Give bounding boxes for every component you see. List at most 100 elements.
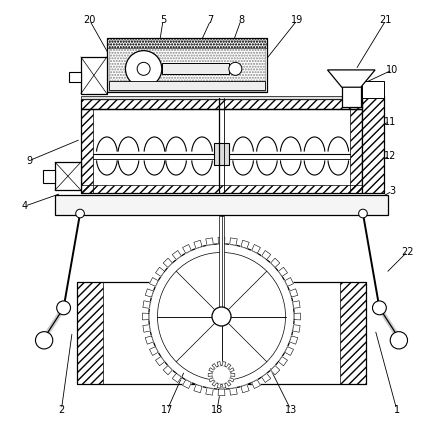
Bar bbox=[362, 96, 384, 193]
Polygon shape bbox=[143, 301, 150, 308]
Polygon shape bbox=[206, 238, 213, 245]
Polygon shape bbox=[252, 380, 260, 388]
Polygon shape bbox=[209, 368, 214, 372]
Text: 8: 8 bbox=[238, 15, 244, 25]
Polygon shape bbox=[172, 373, 181, 382]
Polygon shape bbox=[241, 385, 249, 393]
Circle shape bbox=[373, 301, 386, 315]
Polygon shape bbox=[229, 368, 234, 372]
Polygon shape bbox=[163, 365, 172, 375]
Bar bbox=[69, 72, 81, 82]
Bar bbox=[55, 195, 388, 215]
Bar bbox=[342, 76, 361, 107]
Bar bbox=[77, 282, 366, 384]
Polygon shape bbox=[285, 347, 294, 355]
Bar bbox=[81, 185, 362, 193]
Bar bbox=[81, 109, 362, 193]
Bar bbox=[55, 162, 81, 190]
Polygon shape bbox=[149, 278, 158, 286]
Text: 18: 18 bbox=[211, 404, 223, 414]
Text: 21: 21 bbox=[380, 15, 392, 25]
Text: 19: 19 bbox=[291, 15, 303, 25]
Polygon shape bbox=[262, 250, 271, 260]
Polygon shape bbox=[290, 336, 298, 344]
Circle shape bbox=[125, 51, 162, 87]
Circle shape bbox=[390, 332, 408, 349]
Bar bbox=[214, 144, 229, 165]
Text: 1: 1 bbox=[394, 404, 400, 414]
Bar bbox=[341, 282, 366, 384]
Text: 13: 13 bbox=[284, 404, 297, 414]
Circle shape bbox=[229, 62, 242, 76]
Bar bbox=[81, 99, 362, 109]
Polygon shape bbox=[290, 289, 298, 297]
Polygon shape bbox=[209, 378, 214, 382]
Circle shape bbox=[137, 62, 150, 76]
Bar bbox=[81, 109, 93, 193]
Bar bbox=[362, 96, 384, 193]
Polygon shape bbox=[229, 378, 234, 382]
Bar bbox=[362, 81, 384, 98]
Text: 2: 2 bbox=[58, 404, 65, 414]
Polygon shape bbox=[208, 373, 212, 376]
Polygon shape bbox=[293, 301, 300, 308]
Polygon shape bbox=[241, 240, 249, 248]
Polygon shape bbox=[252, 244, 260, 253]
Polygon shape bbox=[218, 237, 225, 244]
Text: 3: 3 bbox=[389, 186, 396, 196]
Bar bbox=[43, 170, 55, 183]
Circle shape bbox=[35, 332, 53, 349]
Polygon shape bbox=[155, 267, 165, 276]
Polygon shape bbox=[278, 357, 288, 366]
Polygon shape bbox=[222, 384, 226, 388]
Polygon shape bbox=[218, 389, 225, 396]
Circle shape bbox=[212, 307, 231, 326]
Polygon shape bbox=[278, 267, 288, 276]
Text: 4: 4 bbox=[22, 201, 28, 211]
Bar bbox=[219, 216, 224, 316]
Polygon shape bbox=[231, 373, 235, 376]
Circle shape bbox=[57, 301, 70, 315]
Polygon shape bbox=[142, 313, 149, 320]
Circle shape bbox=[359, 209, 367, 218]
Text: 12: 12 bbox=[384, 151, 396, 161]
Bar bbox=[81, 96, 362, 99]
Text: 17: 17 bbox=[161, 404, 174, 414]
Polygon shape bbox=[194, 385, 202, 393]
Text: 9: 9 bbox=[26, 156, 32, 166]
Bar bbox=[107, 38, 267, 48]
Text: 20: 20 bbox=[83, 15, 96, 25]
Polygon shape bbox=[294, 313, 301, 320]
Text: 7: 7 bbox=[208, 15, 214, 25]
Polygon shape bbox=[230, 388, 237, 395]
Polygon shape bbox=[226, 381, 231, 386]
Polygon shape bbox=[271, 258, 280, 267]
Polygon shape bbox=[230, 238, 237, 245]
Polygon shape bbox=[217, 362, 221, 366]
Polygon shape bbox=[145, 336, 153, 344]
Bar bbox=[350, 109, 362, 193]
Polygon shape bbox=[183, 244, 191, 253]
Polygon shape bbox=[212, 364, 217, 368]
Polygon shape bbox=[212, 381, 217, 386]
Polygon shape bbox=[222, 362, 226, 366]
Circle shape bbox=[212, 365, 231, 385]
Polygon shape bbox=[285, 278, 294, 286]
Text: 5: 5 bbox=[160, 15, 166, 25]
Polygon shape bbox=[155, 357, 165, 366]
Text: 10: 10 bbox=[386, 65, 399, 75]
Polygon shape bbox=[172, 250, 181, 260]
Polygon shape bbox=[217, 384, 221, 388]
Text: 22: 22 bbox=[401, 247, 414, 256]
Polygon shape bbox=[143, 325, 150, 332]
Polygon shape bbox=[226, 364, 231, 368]
Bar bbox=[81, 57, 107, 94]
Bar bbox=[162, 63, 229, 75]
Circle shape bbox=[76, 209, 84, 218]
Polygon shape bbox=[262, 373, 271, 382]
Polygon shape bbox=[163, 258, 172, 267]
Bar bbox=[109, 40, 265, 91]
Bar bbox=[107, 38, 267, 92]
Polygon shape bbox=[293, 325, 300, 332]
Polygon shape bbox=[149, 347, 158, 355]
